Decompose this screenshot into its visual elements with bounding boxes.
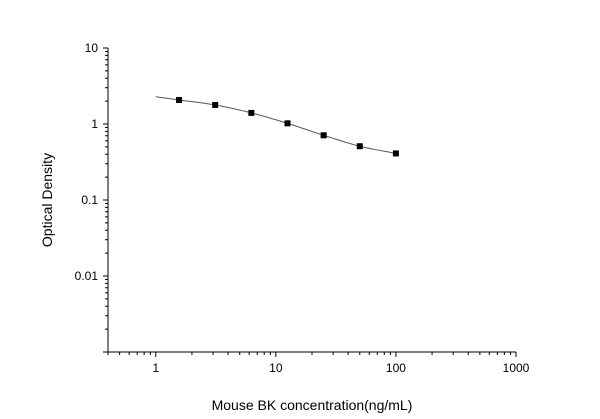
x-tick-label: 1 — [152, 361, 159, 375]
x-tick-label: 100 — [386, 361, 406, 375]
fit-curve — [155, 96, 397, 154]
data-point — [248, 109, 255, 116]
y-tick-label: 10 — [85, 41, 99, 55]
data-points — [176, 96, 399, 157]
data-point — [284, 120, 291, 127]
data-point — [320, 132, 327, 139]
data-point — [356, 143, 363, 150]
data-point — [212, 101, 219, 108]
y-tick-label: 0.1 — [81, 193, 98, 207]
data-point — [176, 96, 183, 103]
x-tick-label: 1000 — [503, 361, 530, 375]
y-tick-label: 0.01 — [75, 269, 99, 283]
y-tick-label: 1 — [91, 117, 98, 131]
x-ticks — [107, 352, 517, 357]
x-tick-labels: 1 10 100 1000 — [152, 361, 529, 375]
y-axis-title: Optical Density — [39, 153, 55, 247]
y-tick-labels: 10 1 0.1 0.01 — [75, 41, 99, 283]
data-point — [392, 150, 399, 157]
y-ticks — [103, 47, 108, 353]
x-tick-label: 10 — [269, 361, 283, 375]
x-axis-title: Mouse BK concentration(ng/mL) — [212, 397, 413, 413]
